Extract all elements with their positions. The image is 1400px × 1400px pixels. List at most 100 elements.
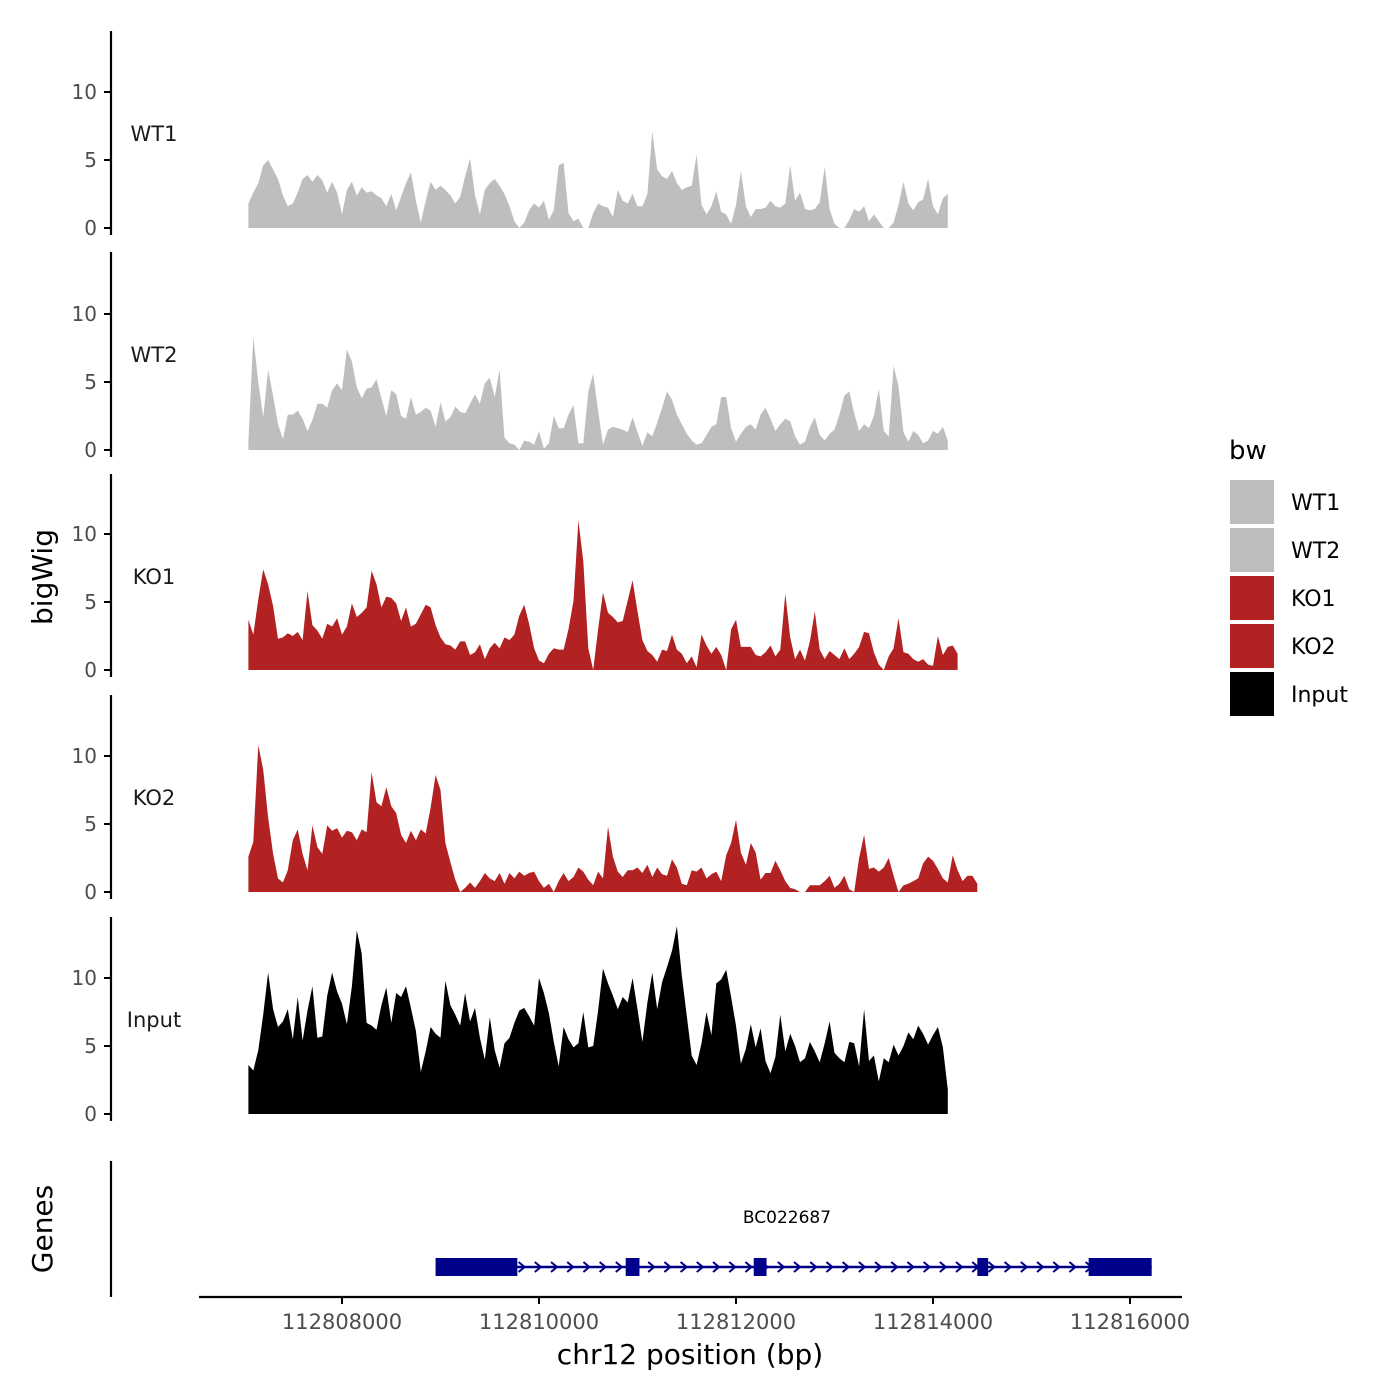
x-axis-ticks: 112808000 112810000 112812000 112814000 1128…	[282, 1297, 1190, 1334]
x-tick-label: 112812000	[676, 1310, 796, 1334]
track-ko2: 0 5 10 KO2	[72, 695, 978, 904]
legend-item-ko2: KO2	[1230, 624, 1336, 668]
strand-arrow	[744, 1261, 753, 1273]
strand-arrow	[712, 1261, 721, 1273]
strand-arrow	[1036, 1261, 1045, 1273]
strand-arrow	[874, 1261, 883, 1273]
track-label: WT2	[131, 343, 178, 367]
legend-items: WT1 WT2 KO1 KO2 Input	[1230, 480, 1348, 716]
strand-arrow	[858, 1261, 867, 1273]
y-tick-label: 0	[84, 880, 97, 904]
x-tick-label: 112810000	[479, 1310, 599, 1334]
x-tick-label: 112814000	[873, 1310, 993, 1334]
y-tick-label: 0	[84, 658, 97, 682]
strand-arrow	[728, 1261, 737, 1273]
strand-arrow	[793, 1261, 802, 1273]
y-tick-label: 10	[72, 522, 97, 546]
legend-label: Input	[1291, 683, 1348, 708]
genes-label: Genes	[26, 1185, 59, 1273]
strand-arrow	[809, 1261, 818, 1273]
strand-arrow	[615, 1261, 624, 1273]
legend-swatch	[1230, 576, 1274, 620]
gene-exon	[977, 1258, 989, 1276]
gene-exon	[435, 1258, 518, 1276]
y-tick-label: 5	[84, 1034, 97, 1058]
y-tick-label: 10	[72, 80, 97, 104]
legend-item-input: Input	[1230, 672, 1348, 716]
legend-swatch	[1230, 672, 1274, 716]
strand-arrow	[906, 1261, 915, 1273]
x-axis-title: chr12 position (bp)	[557, 1338, 823, 1371]
strand-arrow	[1068, 1261, 1077, 1273]
strand-arrow	[663, 1261, 672, 1273]
track-label: Input	[127, 1008, 181, 1032]
genes-track: Genes BC022687	[26, 1161, 1152, 1297]
strand-arrow	[825, 1261, 834, 1273]
area-ko2	[248, 745, 978, 892]
strand-arrow	[517, 1261, 527, 1273]
strand-arrow	[696, 1261, 705, 1273]
gene-exon	[1088, 1258, 1152, 1276]
legend-swatch	[1230, 528, 1274, 572]
y-tick-label: 10	[72, 744, 97, 768]
strand-arrow	[566, 1261, 575, 1273]
y-tick-label: 0	[84, 438, 97, 462]
strand-arrow	[534, 1261, 543, 1273]
track-wt1: 0 5 10 WT1	[72, 31, 948, 240]
y-tick-label: 5	[84, 812, 97, 836]
strand-arrow	[598, 1261, 608, 1273]
y-tick-label: 5	[84, 590, 97, 614]
legend-item-wt1: WT1	[1230, 480, 1340, 524]
y-tick-label: 10	[72, 966, 97, 990]
area-wt2	[248, 337, 948, 450]
strand-arrow	[955, 1261, 964, 1273]
track-wt2: 0 5 10 WT2	[72, 252, 948, 462]
legend-label: KO2	[1291, 635, 1336, 660]
legend-item-ko1: KO1	[1230, 576, 1336, 620]
area-input	[248, 926, 948, 1114]
track-label: KO2	[133, 786, 176, 810]
track-input: 0 5 10 Input	[72, 917, 948, 1126]
legend-swatch	[1230, 624, 1274, 668]
x-tick-label: 112816000	[1070, 1310, 1190, 1334]
gene-exon	[753, 1258, 767, 1276]
legend-label: WT2	[1291, 539, 1340, 564]
track-label: WT1	[131, 122, 178, 146]
strand-arrow	[987, 1261, 996, 1273]
strand-arrow	[679, 1261, 689, 1273]
gene-name-label: BC022687	[743, 1208, 831, 1228]
x-axis: 112808000 112810000 112812000 112814000 1128…	[199, 1295, 1190, 1371]
strand-arrow	[922, 1261, 932, 1273]
strand-arrow	[1020, 1261, 1029, 1273]
track-ko1: 0 5 10 KO1	[72, 474, 958, 682]
y-axis-title: bigWig	[26, 529, 59, 625]
legend-item-wt2: WT2	[1230, 528, 1340, 572]
strand-arrow	[550, 1261, 559, 1273]
x-tick-label: 112808000	[282, 1310, 402, 1334]
legend: bw WT1 WT2 KO1 KO2 Input	[1229, 436, 1348, 716]
strand-arrow	[841, 1261, 851, 1273]
legend-label: WT1	[1291, 491, 1340, 516]
strand-arrow	[1003, 1261, 1013, 1273]
area-ko1	[248, 520, 958, 670]
strand-arrow	[1052, 1261, 1061, 1273]
legend-swatch	[1230, 480, 1274, 524]
strand-arrow	[939, 1261, 948, 1273]
legend-label: KO1	[1291, 587, 1336, 612]
y-tick-label: 10	[72, 302, 97, 326]
area-wt1	[248, 131, 948, 228]
legend-title: bw	[1229, 436, 1267, 466]
strand-arrow	[647, 1261, 656, 1273]
y-tick-label: 5	[84, 148, 97, 172]
track-label: KO1	[133, 565, 176, 589]
strand-arrow	[582, 1261, 591, 1273]
strand-arrow	[777, 1261, 786, 1273]
track-panels: 0 5 10 WT1 0 5 10 WT2 0 5 10 KO1 0 5 10 KO2 0 5 10 Input	[72, 31, 978, 1126]
y-tick-label: 0	[84, 1102, 97, 1126]
y-tick-label: 5	[84, 370, 97, 394]
strand-arrow	[890, 1261, 899, 1273]
y-tick-label: 0	[84, 216, 97, 240]
gene-exon	[625, 1258, 640, 1276]
gene-model	[435, 1258, 1152, 1276]
